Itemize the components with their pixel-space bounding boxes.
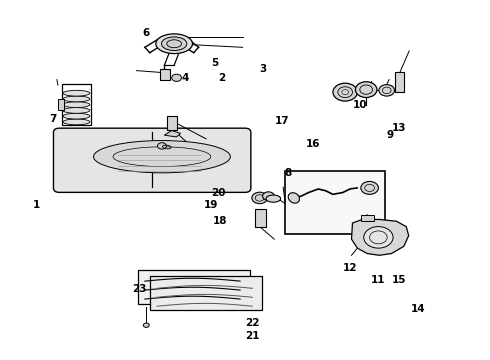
Text: 16: 16	[306, 139, 320, 149]
Bar	[138, 270, 250, 304]
Ellipse shape	[266, 195, 281, 202]
Ellipse shape	[63, 90, 90, 96]
Ellipse shape	[288, 193, 299, 203]
Text: 18: 18	[213, 216, 228, 226]
Bar	[150, 276, 262, 310]
Circle shape	[364, 226, 393, 248]
Bar	[160, 69, 170, 80]
Text: 3: 3	[260, 64, 267, 74]
Text: 2: 2	[218, 73, 225, 83]
Circle shape	[252, 192, 268, 204]
Text: 6: 6	[143, 28, 149, 38]
Text: 17: 17	[274, 116, 289, 126]
Ellipse shape	[63, 102, 90, 108]
Text: 11: 11	[371, 275, 386, 285]
Polygon shape	[164, 131, 180, 137]
Ellipse shape	[63, 96, 90, 102]
Bar	[361, 215, 373, 221]
Text: 4: 4	[181, 73, 189, 83]
Ellipse shape	[63, 113, 90, 119]
Circle shape	[379, 85, 394, 96]
Text: 1: 1	[32, 200, 40, 210]
Text: 8: 8	[284, 168, 292, 178]
Text: 14: 14	[411, 304, 426, 314]
Circle shape	[144, 323, 149, 327]
Text: 21: 21	[245, 331, 260, 341]
Polygon shape	[351, 220, 409, 255]
Ellipse shape	[156, 34, 193, 54]
Bar	[395, 72, 404, 92]
Bar	[58, 99, 64, 110]
Circle shape	[158, 143, 166, 149]
Text: 22: 22	[245, 319, 260, 328]
Text: 10: 10	[352, 100, 367, 110]
Text: 20: 20	[211, 188, 225, 198]
Ellipse shape	[63, 119, 90, 125]
Circle shape	[333, 83, 357, 101]
Text: 12: 12	[343, 263, 357, 273]
Text: 7: 7	[49, 114, 57, 124]
Text: 9: 9	[387, 130, 394, 140]
Text: 5: 5	[211, 58, 218, 68]
Text: 13: 13	[392, 123, 406, 133]
Text: 15: 15	[392, 275, 406, 285]
Circle shape	[172, 74, 181, 81]
Circle shape	[361, 181, 378, 194]
FancyBboxPatch shape	[53, 128, 251, 192]
Bar	[62, 84, 91, 126]
Bar	[285, 171, 385, 234]
Ellipse shape	[63, 108, 90, 113]
Circle shape	[263, 192, 274, 201]
Bar	[255, 210, 266, 226]
Text: 19: 19	[203, 200, 218, 210]
Circle shape	[355, 82, 377, 98]
Ellipse shape	[161, 37, 187, 50]
Text: 23: 23	[133, 284, 147, 294]
Ellipse shape	[94, 140, 230, 173]
Bar	[167, 116, 176, 130]
